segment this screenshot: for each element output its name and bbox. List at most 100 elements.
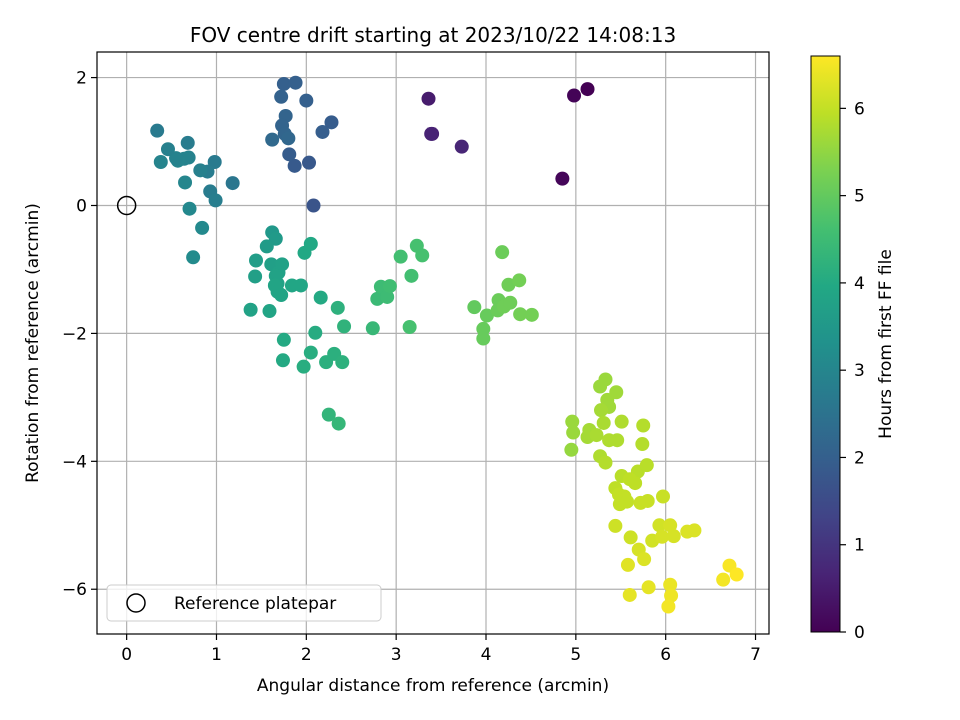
data-point — [160, 142, 175, 157]
data-point — [315, 124, 330, 139]
colorbar-tick-label: 4 — [854, 274, 865, 294]
data-point — [716, 572, 731, 587]
x-tick-label: 2 — [301, 645, 312, 665]
data-point — [259, 239, 274, 254]
data-point — [503, 295, 518, 310]
x-axis-ticks: 0 1 2 3 4 5 6 7 — [121, 634, 761, 665]
data-point — [182, 201, 197, 216]
data-point — [382, 279, 397, 294]
data-point — [608, 518, 623, 533]
data-point — [666, 529, 681, 544]
data-point — [655, 529, 670, 544]
legend-box — [106, 584, 382, 622]
data-point — [275, 353, 290, 368]
data-point — [243, 302, 258, 317]
data-point — [195, 220, 210, 235]
data-point — [593, 379, 608, 394]
data-point — [169, 151, 184, 166]
data-point — [306, 198, 321, 213]
data-point — [501, 277, 516, 292]
colorbar-label: Hours from first FF file — [876, 249, 896, 439]
data-point — [729, 567, 744, 582]
data-point — [623, 530, 638, 545]
data-point — [476, 331, 491, 346]
data-point — [620, 557, 635, 572]
colorbar-tick-label: 0 — [854, 623, 865, 643]
data-point — [193, 163, 208, 178]
plot-frame — [96, 51, 770, 635]
data-point — [331, 416, 346, 431]
x-tick-label: 0 — [121, 645, 132, 665]
legend-label: Reference platepar — [174, 594, 336, 614]
data-point — [635, 437, 650, 452]
data-point — [321, 407, 336, 422]
data-point — [150, 123, 165, 138]
colorbar-tick-label: 5 — [854, 187, 865, 207]
colorbar-tick-label: 1 — [854, 536, 865, 556]
data-point — [637, 552, 652, 567]
data-point — [248, 269, 263, 284]
data-point — [567, 88, 582, 103]
data-point — [596, 415, 611, 430]
data-point — [513, 307, 528, 322]
chart-title: FOV centre drift starting at 2023/10/22 … — [190, 23, 676, 47]
data-point — [274, 288, 289, 303]
x-tick-label: 5 — [570, 645, 581, 665]
data-point — [293, 278, 308, 293]
data-point — [415, 248, 430, 263]
data-point — [276, 76, 291, 91]
data-point — [208, 193, 223, 208]
data-point — [663, 518, 678, 533]
data-point — [614, 414, 629, 429]
colorbar-gradient — [810, 55, 841, 633]
data-point — [303, 345, 318, 360]
data-point — [299, 93, 314, 108]
data-point — [402, 320, 417, 335]
data-point — [180, 135, 195, 150]
data-point — [424, 126, 439, 141]
y-axis-ticks: −6 −4 −2 0 2 — [62, 69, 97, 600]
data-point — [153, 155, 168, 170]
x-tick-label: 4 — [481, 645, 492, 665]
y-tick-label: −6 — [62, 580, 87, 600]
data-point — [598, 455, 613, 470]
x-tick-label: 1 — [211, 645, 222, 665]
data-point — [296, 359, 311, 374]
data-point — [687, 523, 702, 538]
data-point — [225, 176, 240, 191]
data-point — [652, 518, 667, 533]
y-tick-label: −4 — [62, 452, 87, 472]
colorbar-tick-label: 6 — [854, 99, 865, 119]
data-point — [207, 155, 222, 170]
data-point — [476, 321, 491, 336]
data-point — [454, 139, 469, 154]
y-tick-label: 0 — [76, 196, 87, 216]
data-point — [602, 433, 617, 448]
data-point — [512, 273, 527, 288]
colorbar-tick-label: 3 — [854, 361, 865, 381]
data-point — [335, 355, 350, 370]
data-point — [249, 253, 264, 268]
data-point — [302, 155, 317, 170]
data-point — [324, 115, 339, 130]
data-point — [365, 321, 380, 336]
x-axis-label: Angular distance from reference (arcmin) — [257, 676, 609, 696]
data-point — [479, 308, 494, 323]
data-point — [274, 89, 289, 104]
colorbar-ticks: 0 1 2 3 4 5 6 — [840, 99, 865, 643]
data-point — [421, 91, 436, 106]
data-point — [303, 236, 318, 251]
data-point — [664, 588, 679, 603]
x-tick-label: 3 — [391, 645, 402, 665]
legend-marker — [126, 593, 146, 613]
data-point — [380, 289, 395, 304]
data-point — [404, 268, 419, 283]
data-point — [640, 493, 655, 508]
y-tick-label: 2 — [76, 69, 87, 89]
data-point — [565, 414, 580, 429]
data-point — [308, 325, 323, 340]
data-point — [178, 175, 193, 190]
data-point — [287, 158, 302, 173]
data-point — [622, 587, 637, 602]
